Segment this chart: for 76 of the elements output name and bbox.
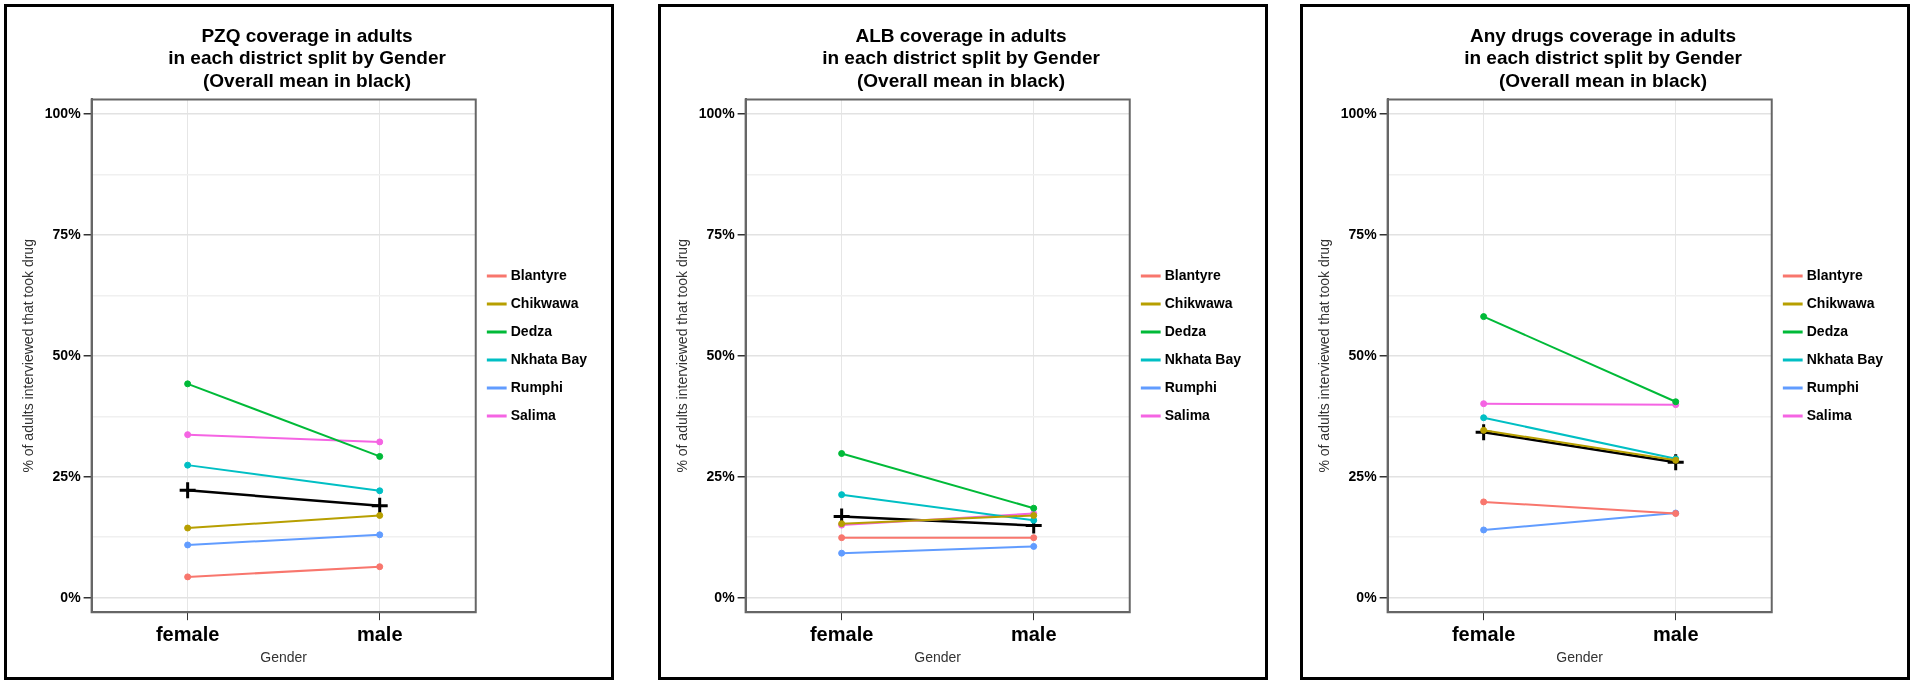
x-axis-title: Gender — [914, 649, 962, 666]
chart-title: ALB coverage in adults in each district split by Gender (Overall mean in black) — [822, 24, 1101, 92]
point — [184, 541, 192, 549]
point — [1474, 422, 1494, 442]
x-tick-label: male — [1652, 622, 1699, 645]
y-axis-title: % of adults interviewed that took drug — [20, 239, 37, 473]
y-tick-label: 25% — [1348, 467, 1378, 484]
legend-label: Nkhata Bay — [510, 350, 588, 367]
point — [1480, 498, 1488, 506]
x-tick-label: female — [809, 622, 874, 645]
point — [1480, 400, 1488, 408]
point — [1480, 313, 1488, 321]
legend-label: Salima — [510, 406, 557, 423]
point — [1030, 542, 1038, 550]
y-tick-label: 75% — [706, 225, 736, 242]
y-tick-label: 0% — [60, 588, 82, 605]
y-tick-label: 75% — [52, 225, 82, 242]
x-tick-label: male — [356, 622, 403, 645]
point — [376, 487, 384, 495]
y-tick-label: 50% — [1348, 346, 1378, 363]
point — [184, 573, 192, 581]
y-tick-label: 0% — [714, 588, 736, 605]
point — [184, 431, 192, 439]
point — [838, 534, 846, 542]
legend-label: Nkhata Bay — [1806, 350, 1884, 367]
y-tick-label: 50% — [706, 346, 736, 363]
legend-label: Dedza — [510, 322, 553, 339]
point — [1480, 414, 1488, 422]
y-tick-label: 100% — [44, 104, 82, 121]
point — [1030, 534, 1038, 542]
point — [376, 563, 384, 571]
point — [1480, 526, 1488, 534]
point — [1030, 504, 1038, 512]
y-tick-label: 50% — [52, 346, 82, 363]
x-tick-label: female — [1451, 622, 1516, 645]
legend-label: Rumphi — [1164, 378, 1217, 395]
y-tick-label: 75% — [1348, 225, 1378, 242]
y-tick-label: 25% — [706, 467, 736, 484]
point — [838, 549, 846, 557]
point — [376, 531, 384, 539]
point — [376, 452, 384, 460]
point — [184, 461, 192, 469]
y-tick-label: 100% — [1340, 104, 1378, 121]
y-axis-title: % of adults interviewed that took drug — [1316, 239, 1333, 473]
point — [1666, 452, 1686, 472]
point — [184, 380, 192, 388]
legend-label: Salima — [1806, 406, 1853, 423]
legend-label: Nkhata Bay — [1164, 350, 1242, 367]
x-axis-title: Gender — [260, 649, 308, 666]
point — [178, 480, 198, 500]
legend-label: Chikwawa — [1806, 294, 1875, 311]
point — [838, 491, 846, 499]
legend-label: Blantyre — [1806, 266, 1863, 283]
point — [376, 511, 384, 519]
point — [376, 438, 384, 446]
y-axis-title: % of adults interviewed that took drug — [674, 239, 691, 473]
legend-label: Rumphi — [1806, 378, 1859, 395]
legend-label: Blantyre — [510, 266, 567, 283]
legend-label: Chikwawa — [1164, 294, 1233, 311]
x-axis-title: Gender — [1556, 649, 1604, 666]
point — [184, 524, 192, 532]
x-tick-label: female — [155, 622, 220, 645]
legend-label: Rumphi — [510, 378, 563, 395]
x-tick-label: male — [1010, 622, 1057, 645]
legend-label: Dedza — [1164, 322, 1207, 339]
legend-label: Salima — [1164, 406, 1211, 423]
legend-label: Chikwawa — [510, 294, 579, 311]
point — [1480, 426, 1488, 434]
y-tick-label: 25% — [52, 467, 82, 484]
legend-label: Dedza — [1806, 322, 1849, 339]
y-tick-label: 0% — [1356, 588, 1378, 605]
y-tick-label: 100% — [698, 104, 736, 121]
point — [838, 450, 846, 458]
legend-label: Blantyre — [1164, 266, 1221, 283]
chart-title: Any drugs coverage in adults in each district split by Gender (Overall mean in black) — [1464, 24, 1743, 92]
chart-title: PZQ coverage in adults in each district split by Gender (Overall mean in black) — [168, 24, 447, 92]
